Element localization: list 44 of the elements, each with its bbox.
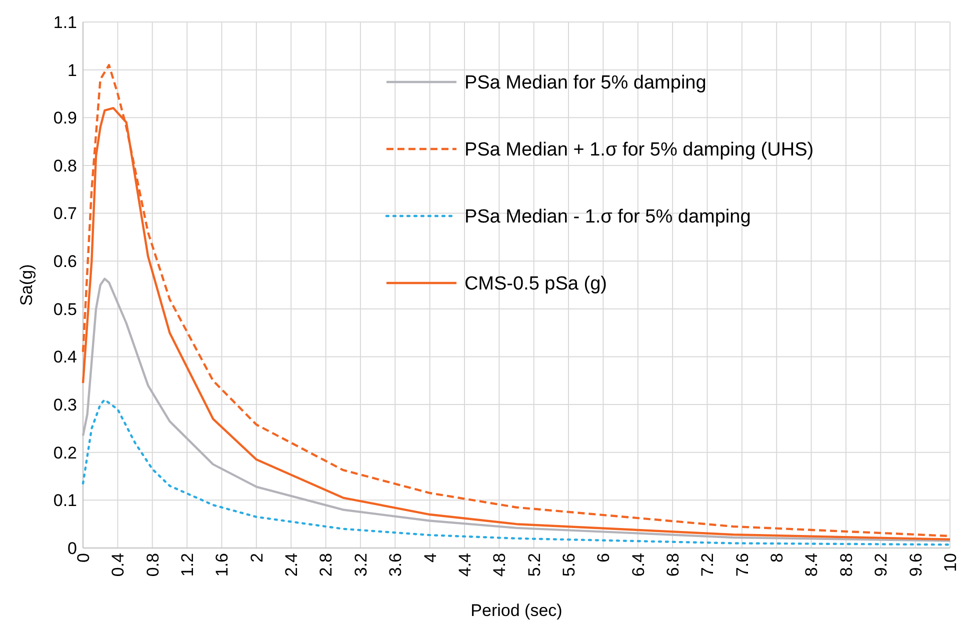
legend-label: CMS-0.5 pSa (g)	[464, 274, 607, 295]
x-tick-label: 8	[768, 553, 787, 562]
y-tick-label: 0.1	[53, 491, 77, 510]
x-tick-label: 5.6	[559, 553, 578, 577]
x-tick-label: 8.8	[836, 553, 856, 577]
legend-label: PSa Median for 5% damping	[464, 72, 706, 94]
y-axis-title: Sa(g)	[17, 264, 36, 306]
y-tick-label: 0.3	[53, 395, 77, 414]
x-tick-label: 8.4	[802, 553, 822, 577]
x-tick-label: 2.8	[316, 553, 336, 577]
x-tick-label: 6.4	[628, 553, 648, 577]
x-tick-label: 2	[247, 553, 266, 562]
x-tick-label: 4	[420, 553, 440, 562]
y-tick-label: 0.2	[53, 443, 77, 462]
x-tick-label: 6	[594, 553, 614, 562]
x-tick-label: 3.6	[386, 553, 406, 577]
line-series	[82, 398, 952, 546]
y-tick-label: 0.6	[53, 252, 77, 272]
y-tick-label: 1	[68, 60, 77, 80]
x-tick-label: 6.8	[664, 553, 683, 577]
x-tick-label: 7.6	[732, 553, 752, 577]
y-tick-label: 0.4	[53, 348, 77, 367]
x-tick-label: 10	[940, 553, 960, 572]
x-axis-title: Period (sec)	[470, 601, 562, 620]
x-tick-label: 0	[74, 553, 93, 562]
x-tick-label: 3.2	[351, 553, 370, 577]
legend-label: PSa Median + 1.σ for 5% damping (UHS)	[464, 140, 814, 161]
x-tick-label: 9.2	[872, 553, 891, 577]
x-tick-label: 7.2	[698, 553, 718, 577]
y-tick-label: 1.1	[53, 12, 77, 32]
y-tick-label: 0.7	[53, 204, 77, 224]
y-tick-label: 0.9	[53, 108, 77, 128]
x-tick-label: 5.2	[524, 553, 544, 577]
x-tick-label: 9.6	[906, 553, 926, 577]
y-tick-label: 0.5	[53, 300, 77, 319]
x-tick-label: 1.6	[212, 553, 232, 577]
x-tick-label: 2.4	[282, 553, 302, 577]
y-tick-label: 0.8	[53, 156, 77, 176]
legend-label: PSa Median - 1.σ for 5% damping	[464, 206, 751, 228]
x-tick-label: 1.2	[178, 553, 197, 577]
x-tick-label: 0.8	[143, 553, 162, 577]
x-tick-label: 4.4	[455, 553, 474, 577]
x-tick-label: 4.8	[490, 553, 510, 577]
x-tick-label: 0.4	[108, 553, 128, 577]
